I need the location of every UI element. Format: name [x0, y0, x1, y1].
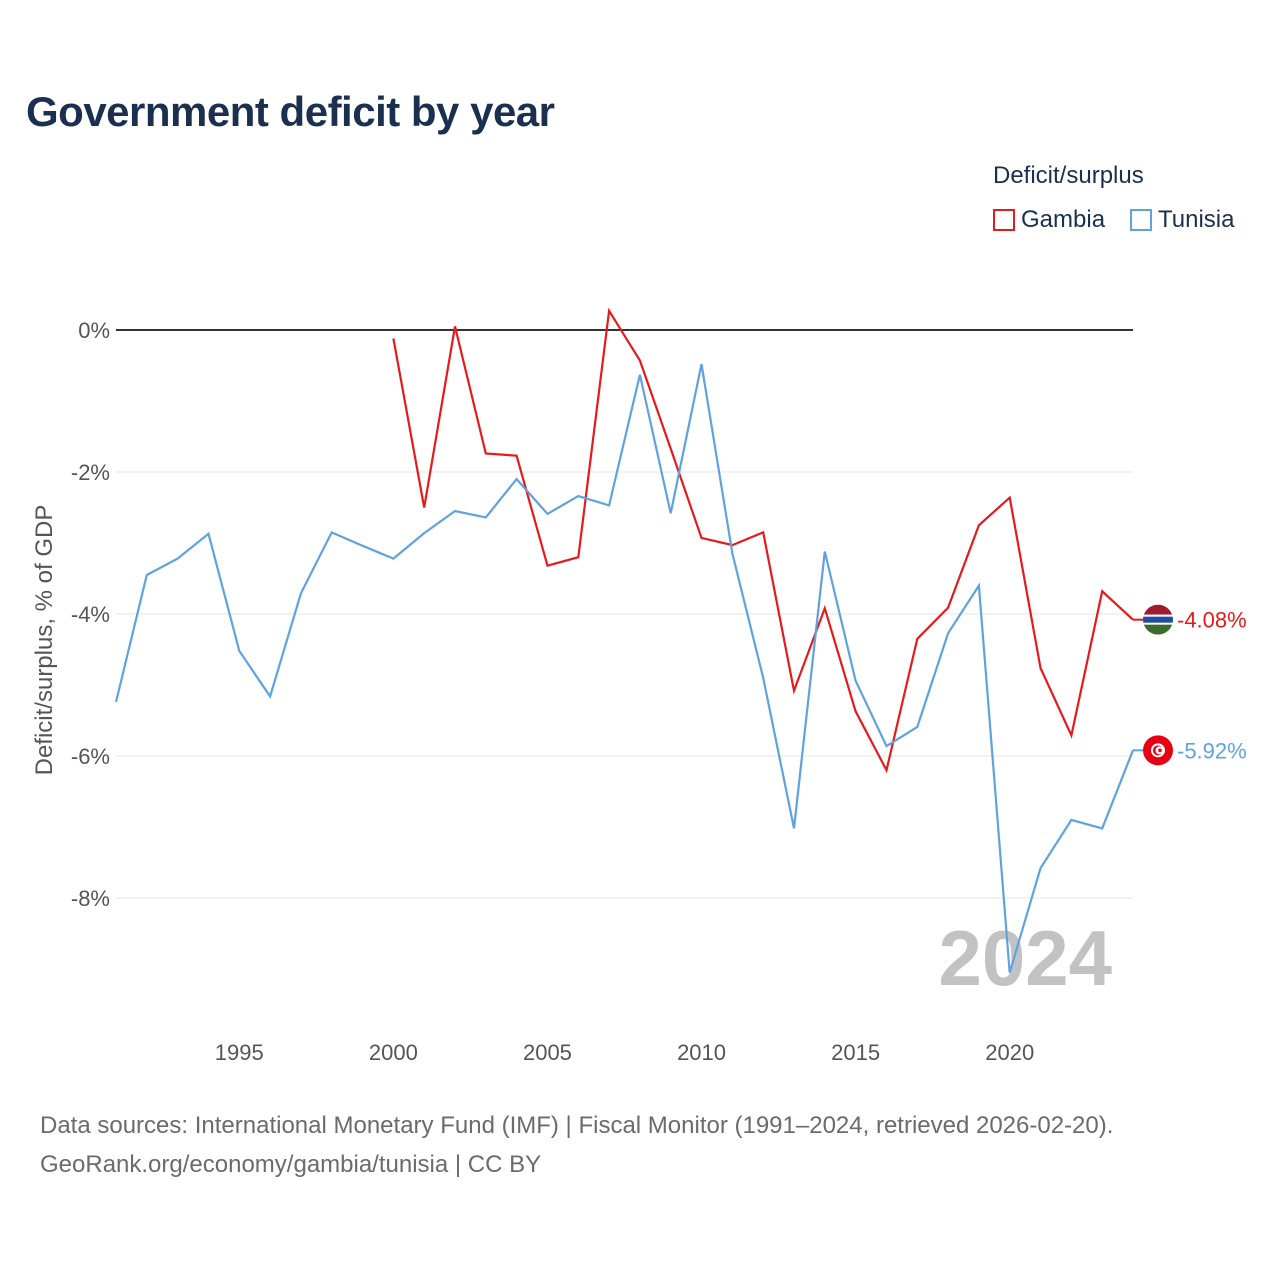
x-tick-label: 2005	[523, 1040, 572, 1065]
legend-item-tunisia[interactable]: Tunisia	[1130, 205, 1234, 235]
y-tick-label: -4%	[71, 602, 110, 627]
series-group	[114, 307, 1135, 973]
chart-title: Government deficit by year	[26, 88, 555, 135]
x-tick-label: 1995	[215, 1040, 264, 1065]
flag-star	[1158, 748, 1162, 753]
x-tick-label: 2015	[831, 1040, 880, 1065]
y-axis-label: Deficit/surplus, % of GDP	[31, 505, 58, 776]
chart-plot-area: 0%-2%-4%-6%-8% 1995 2000 2005 2010 2015 2020 …	[31, 307, 1247, 1065]
legend-title: Deficit/surplus	[993, 162, 1144, 189]
source-line-1: Data sources: International Monetary Fun…	[40, 1112, 1114, 1139]
y-tick-label: 0%	[78, 318, 110, 343]
legend-swatch-tunisia	[1130, 209, 1152, 231]
flag-stripe-red	[1143, 604, 1173, 615]
source-note: Data sources: International Monetary Fun…	[40, 1106, 1113, 1184]
gambia-flag-stripes	[1143, 604, 1173, 635]
x-tick-label: 2020	[985, 1040, 1034, 1065]
tunisia-flag-icon	[1143, 735, 1173, 766]
gambia-flag-icon	[1143, 604, 1173, 635]
year-watermark: 2024	[938, 914, 1112, 1002]
legend-label-gambia: Gambia	[1021, 206, 1106, 233]
flag-stripe-blue	[1143, 616, 1173, 623]
x-axis-ticks: 1995 2000 2005 2010 2015 2020	[215, 1040, 1034, 1065]
series-line-tunisia	[114, 363, 1135, 973]
flag-stripe-green	[1143, 624, 1173, 635]
gridlines	[116, 471, 1133, 899]
end-value-label-tunisia: -5.92%	[1177, 738, 1247, 763]
legend-swatch-gambia	[993, 209, 1015, 231]
end-value-label-gambia: -4.08%	[1177, 608, 1247, 633]
x-tick-label: 2010	[677, 1040, 726, 1065]
legend-item-gambia[interactable]: Gambia	[993, 205, 1105, 235]
source-line-2[interactable]: GeoRank.org/economy/gambia/tunisia | CC …	[40, 1151, 542, 1178]
y-axis-ticks: 0% -2% -4% -6% -8%	[71, 318, 110, 911]
y-tick-label: -6%	[71, 744, 110, 769]
series-line-gambia	[392, 307, 1134, 774]
y-tick-label: -2%	[71, 460, 110, 485]
y-tick-label: -8%	[71, 886, 110, 911]
legend-label-tunisia: Tunisia	[1158, 206, 1235, 233]
end-markers: -4.08% -5.92%	[1133, 604, 1247, 766]
x-tick-label: 2000	[369, 1040, 418, 1065]
